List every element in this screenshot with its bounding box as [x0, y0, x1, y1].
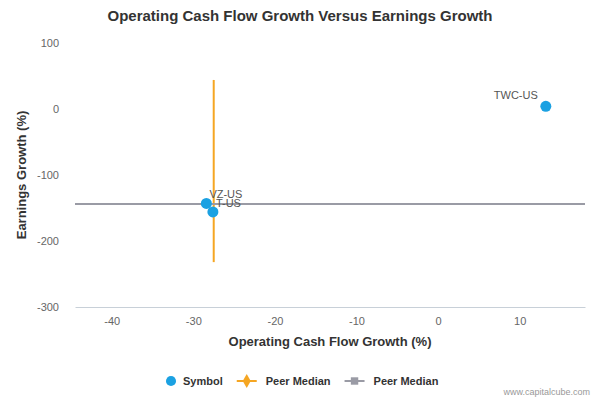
y-tick-label: -200	[37, 235, 59, 247]
y-tick: -300	[37, 301, 75, 313]
y-tick-label: -300	[37, 301, 59, 313]
source: www.capitalcube.com	[502, 387, 590, 397]
legend-item: Peer Median	[345, 375, 439, 387]
x-tick: 0	[436, 307, 442, 327]
y-axis: -300 -200 -100 0 100	[37, 37, 76, 313]
title: Operating Cash Flow Growth Versus Earnin…	[107, 7, 492, 24]
y-tick: -100	[37, 169, 75, 181]
legend-marker	[243, 374, 251, 388]
point-label: TWC-US	[494, 89, 538, 101]
y-tick-label: -100	[37, 169, 59, 181]
x-axis-title: Operating Cash Flow Growth (%)	[229, 334, 432, 349]
x-tick: -20	[267, 307, 283, 327]
x-axis: -40 -30 -20 -10 0 10	[76, 307, 586, 327]
y-axis-title: Earnings Growth (%)	[14, 111, 29, 240]
legend: Symbol Peer Median Peer Median	[166, 374, 439, 388]
x-tick-label: -20	[267, 315, 283, 327]
point	[540, 101, 551, 112]
legend-label: Peer Median	[266, 375, 331, 387]
x-axis-line	[76, 307, 586, 308]
x-tick: -10	[349, 307, 365, 327]
y-tick: 0	[53, 103, 75, 115]
x-tick-label: 0	[436, 315, 442, 327]
chart: Operating Cash Flow Growth Versus Earnin…	[0, 0, 600, 400]
median-line	[75, 203, 585, 205]
y-tick: -200	[37, 235, 75, 247]
legend-marker	[351, 377, 358, 384]
x-tick-label: -10	[349, 315, 365, 327]
y-tick-label: 0	[53, 103, 59, 115]
legend-item: Peer Median	[237, 374, 331, 388]
legend-label: Peer Median	[374, 375, 439, 387]
x-tick-label: -40	[104, 315, 120, 327]
x-tick-label: 10	[514, 315, 526, 327]
x-tick: 10	[514, 307, 526, 327]
legend-label: Symbol	[183, 375, 223, 387]
point-labels: TWC-USVZ-UST-US	[209, 89, 537, 209]
y-axis-line	[75, 44, 76, 308]
legend-marker	[166, 376, 176, 386]
plot-area	[75, 80, 585, 262]
legend-item: Symbol	[166, 375, 223, 387]
y-tick-label: 100	[41, 37, 59, 49]
y-tick: 100	[41, 37, 75, 49]
x-tick: -40	[104, 307, 120, 327]
x-tick-label: -30	[186, 315, 202, 327]
x-tick: -30	[186, 307, 202, 327]
point-label: T-US	[216, 197, 241, 209]
median-line	[213, 80, 215, 262]
